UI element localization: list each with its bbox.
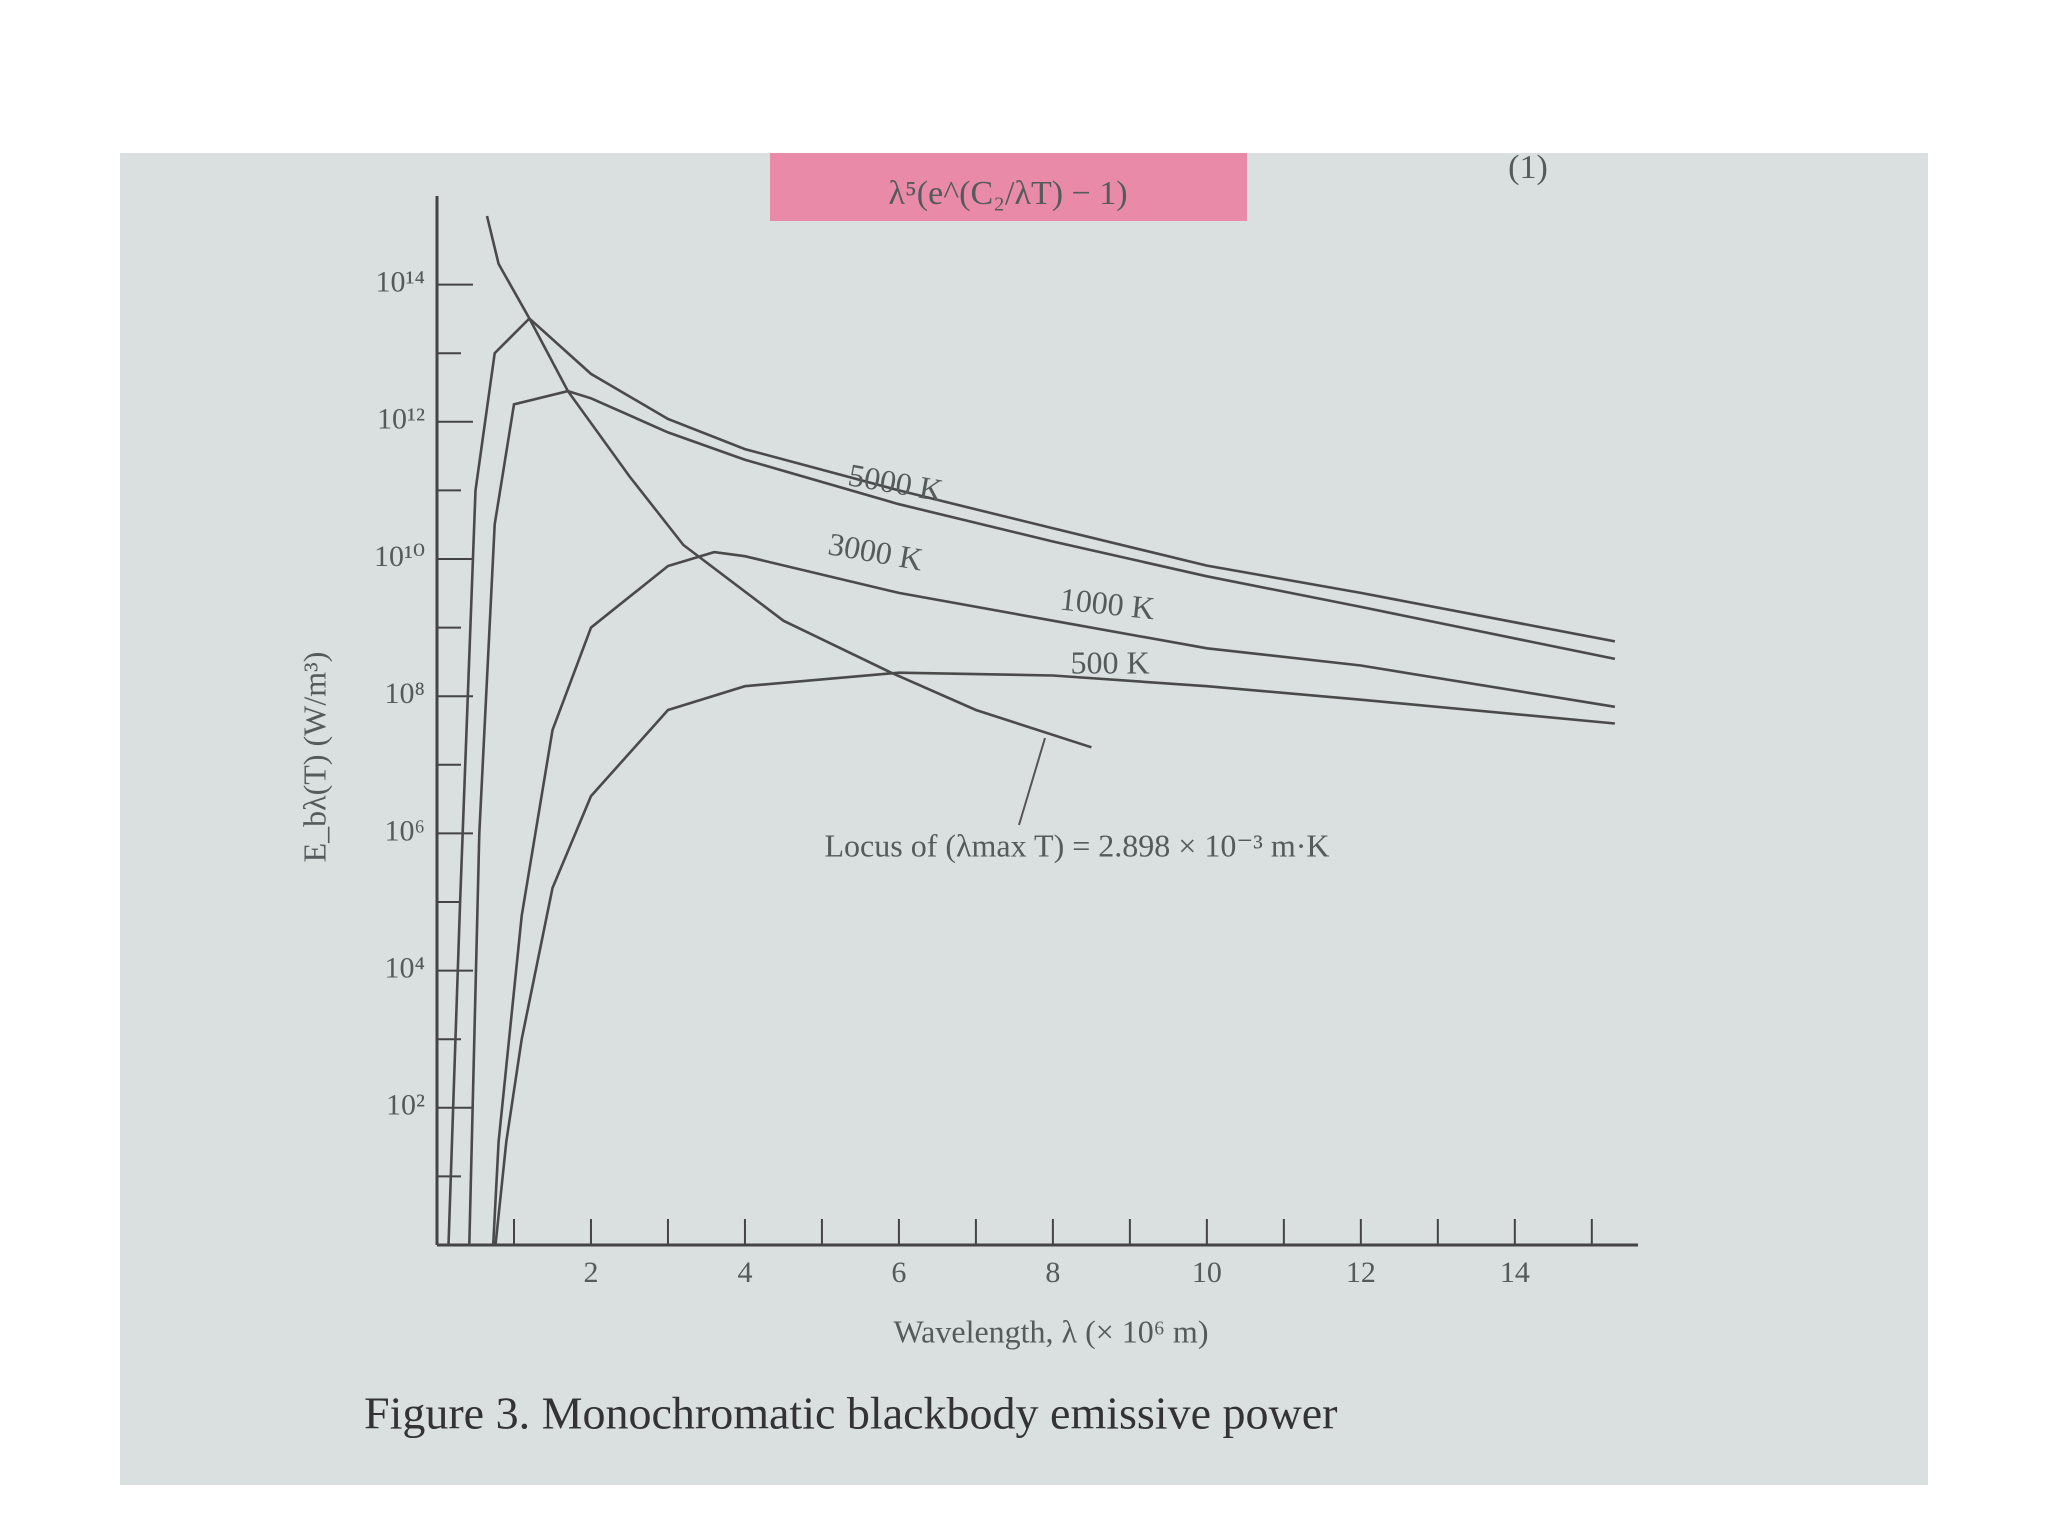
series-label: 500 K — [1070, 644, 1149, 680]
y-tick-label: 10¹² — [377, 403, 425, 436]
x-tick-label: 8 — [1045, 1256, 1060, 1289]
leader-line — [1018, 737, 1046, 826]
y-axis-label: E_bλ(T) (W/m³) — [296, 652, 332, 863]
page-photo — [120, 153, 1928, 1485]
x-axis-label: Wavelength, λ (× 10⁶ m) — [894, 1313, 1209, 1349]
series-line — [491, 550, 1616, 1246]
y-tick-label: 10¹⁴ — [376, 265, 425, 298]
y-tick-label: 10¹⁰ — [374, 540, 425, 573]
equation-number: (1) — [1508, 149, 1548, 186]
y-tick-label: 10⁶ — [385, 814, 425, 847]
series-line — [494, 671, 1616, 1246]
highlight — [770, 153, 1247, 221]
y-tick-label: 10⁴ — [385, 951, 425, 984]
x-tick-label: 2 — [583, 1256, 598, 1289]
y-tick-label: 10² — [386, 1089, 425, 1122]
x-tick-label: 6 — [891, 1256, 906, 1289]
x-tick-label: 12 — [1346, 1256, 1376, 1289]
x-tick-label: 4 — [737, 1256, 752, 1289]
series-line — [485, 215, 1092, 749]
x-tick-label: 10 — [1192, 1256, 1222, 1289]
series-line — [447, 316, 1616, 1246]
series-line — [468, 389, 1616, 1246]
series-label: Locus of (λmax T) = 2.898 × 10⁻³ m·K — [825, 827, 1330, 863]
x-tick-label: 14 — [1500, 1256, 1530, 1289]
equation-fragment: λ⁵(e^(C₂/λT) − 1) — [888, 175, 1127, 212]
y-tick-label: 10⁸ — [385, 677, 425, 710]
caption: Figure 3. Monochromatic blackbody emissi… — [364, 1388, 1337, 1439]
